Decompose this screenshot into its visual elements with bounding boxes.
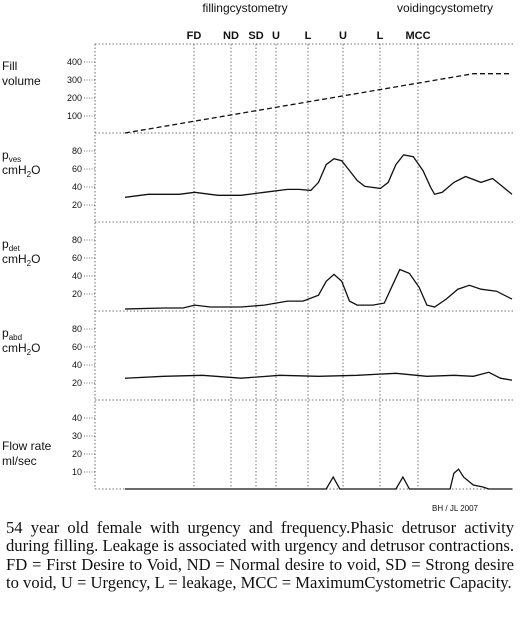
phase-label-filling: fillingcystometry	[202, 1, 287, 15]
event-label-7: MCC	[405, 30, 430, 42]
tick-label: 300	[67, 75, 82, 85]
event-label-3: U	[272, 30, 280, 42]
event-label-2: SD	[248, 30, 263, 42]
tick-label: 20	[72, 449, 82, 459]
panel-label-main: pabd	[2, 326, 22, 342]
panel-label-main: Flow rate	[2, 439, 52, 453]
trace-pves	[124, 154, 513, 198]
tick-label: 20	[72, 378, 82, 388]
panel-label-main: pves	[2, 148, 21, 164]
event-label-6: L	[377, 30, 384, 42]
trace-fill-volume	[124, 73, 512, 134]
tick-label: 400	[67, 57, 82, 67]
tick-label: 40	[72, 360, 82, 370]
panel-label-unit: volume	[2, 74, 41, 88]
tick-label: 200	[67, 93, 82, 103]
trace-pabd	[124, 371, 513, 381]
tick-label: 40	[72, 413, 82, 423]
tick-label: 60	[72, 164, 82, 174]
tick-label: 80	[72, 146, 82, 156]
panel-label-main: pdet	[2, 237, 21, 253]
event-label-0: FD	[187, 30, 202, 42]
credit-label: BH / JL 2007	[432, 504, 479, 513]
tick-label: 30	[72, 431, 82, 441]
tick-label: 60	[72, 253, 82, 263]
event-label-5: U	[339, 30, 347, 42]
phase-label-voiding: voidingcystometry	[397, 1, 493, 15]
trace-flow-rate	[125, 468, 512, 490]
event-label-4: L	[305, 30, 312, 42]
figure-caption: 54 year old female with urgency and freq…	[6, 518, 514, 593]
panel-label-unit: ml/sec	[2, 454, 37, 468]
urodynamic-chart: fillingcystometry voidingcystometry FD ND…	[2, 1, 515, 513]
panel-label-unit: cmH2O	[2, 341, 40, 357]
tick-label: 100	[67, 111, 82, 121]
tick-label: 10	[72, 467, 82, 477]
tick-label: 20	[72, 289, 82, 299]
panel-label-unit: cmH2O	[2, 252, 40, 268]
panel-label-main: Fill	[2, 59, 17, 73]
chart-panels: 400300200100Fillvolume80604020pvescmH2O8…	[2, 43, 515, 490]
panel-label-unit: cmH2O	[2, 163, 40, 179]
tick-label: 60	[72, 342, 82, 352]
tick-label: 20	[72, 200, 82, 210]
trace-pdet	[124, 268, 513, 310]
event-label-1: ND	[223, 30, 239, 42]
event-markers: FD ND SD U L U L MCC	[187, 30, 431, 489]
tick-label: 40	[72, 182, 82, 192]
tick-label: 40	[72, 271, 82, 281]
tick-label: 80	[72, 324, 82, 334]
tick-label: 80	[72, 235, 82, 245]
